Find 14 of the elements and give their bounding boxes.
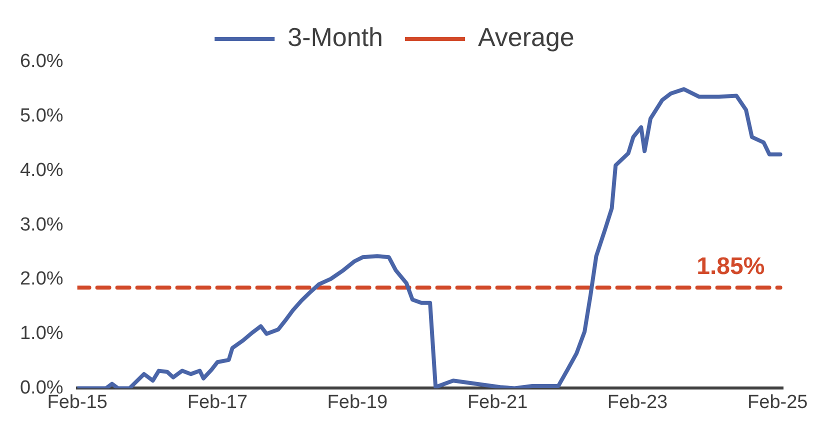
y-tick-label: 4.0% (20, 160, 64, 181)
legend-label: Average (478, 22, 574, 52)
y-tick-label: 2.0% (20, 268, 64, 290)
legend-label: 3-Month (288, 22, 384, 52)
x-tick-label: Feb-19 (327, 392, 388, 413)
x-tick-label: Feb-25 (748, 392, 808, 413)
y-tick-label: 5.0% (20, 106, 64, 127)
y-tick-label: 1.0% (20, 323, 64, 344)
y-tick-label: 3.0% (20, 214, 64, 236)
x-tick-label: Feb-17 (187, 392, 248, 413)
x-tick-label: Feb-21 (467, 392, 528, 413)
annotation: 1.85% (696, 253, 765, 280)
y-tick-label: 6.0% (20, 51, 64, 72)
x-tick-label: Feb-23 (607, 392, 668, 413)
